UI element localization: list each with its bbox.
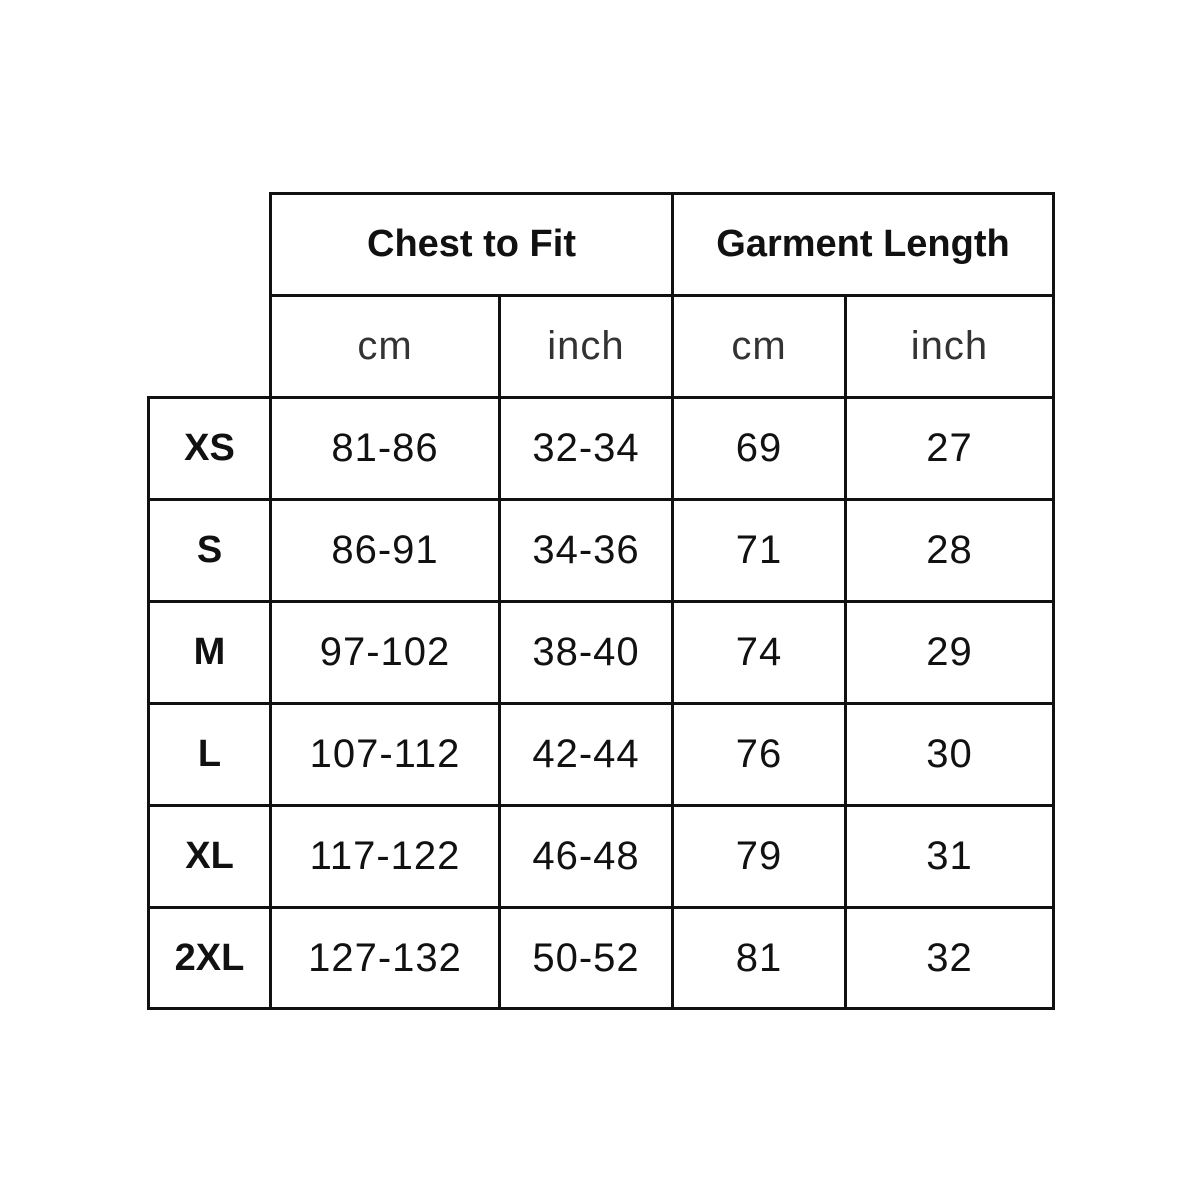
table-cell-text: 27 <box>926 426 973 470</box>
unit-header-text: cm <box>731 324 787 368</box>
table-cell-text: 34-36 <box>532 528 640 572</box>
table-cell-text: 29 <box>926 630 973 674</box>
size-label-text: 2XL <box>174 936 245 979</box>
table-cell: 74 <box>671 600 847 705</box>
table-cell-text: 86-91 <box>331 528 439 572</box>
table-cell: 34-36 <box>498 498 674 603</box>
size-label: 2XL <box>147 906 272 1010</box>
table-cell: 38-40 <box>498 600 674 705</box>
table-cell: 50-52 <box>498 906 674 1010</box>
size-label-text: XS <box>184 427 235 469</box>
table-cell-text: 97-102 <box>319 630 451 674</box>
size-label-text: S <box>196 529 223 571</box>
table-cell: 97-102 <box>269 600 501 705</box>
unit-header: inch <box>844 294 1055 399</box>
table-cell-text: 81 <box>735 935 783 980</box>
table-cell-text: 76 <box>735 732 783 776</box>
table-cell-text: 30 <box>926 732 973 776</box>
unit-header: cm <box>269 294 501 399</box>
table-cell: 81-86 <box>269 396 501 501</box>
table-cell-text: 79 <box>735 834 783 878</box>
size-label: L <box>147 702 272 807</box>
size-label-text: XL <box>185 835 234 877</box>
table-cell-text: 107-112 <box>309 732 461 776</box>
header-chest-to-fit: Chest to Fit <box>269 192 674 297</box>
header-garment-length: Garment Length <box>671 192 1055 297</box>
header-chest-to-fit-text: Chest to Fit <box>367 223 576 265</box>
table-cell: 86-91 <box>269 498 501 603</box>
table-cell-text: 28 <box>926 528 973 572</box>
table-cell-text: 42-44 <box>532 732 640 776</box>
table-cell: 31 <box>844 804 1055 909</box>
table-cell: 79 <box>671 804 847 909</box>
table-cell: 32-34 <box>498 396 674 501</box>
table-cell: 76 <box>671 702 847 807</box>
table-cell: 69 <box>671 396 847 501</box>
table-cell-text: 117-122 <box>309 834 461 878</box>
table-cell: 42-44 <box>498 702 674 807</box>
size-label: M <box>147 600 272 705</box>
table-cell: 127-132 <box>269 906 501 1010</box>
table-cell-text: 69 <box>735 426 783 470</box>
table-cell: 117-122 <box>269 804 501 909</box>
unit-header: inch <box>498 294 674 399</box>
size-label-text: M <box>193 631 226 673</box>
table-cell: 32 <box>844 906 1055 1010</box>
table-cell-text: 127-132 <box>308 935 462 980</box>
table-cell: 27 <box>844 396 1055 501</box>
unit-header-text: inch <box>547 324 625 368</box>
unit-header-text: cm <box>357 324 413 368</box>
table-cell: 71 <box>671 498 847 603</box>
table-cell: 107-112 <box>269 702 501 807</box>
table-cell: 30 <box>844 702 1055 807</box>
table-cell: 46-48 <box>498 804 674 909</box>
size-label: XS <box>147 396 272 501</box>
size-label: S <box>147 498 272 603</box>
header-garment-length-text: Garment Length <box>716 223 1010 265</box>
table-cell: 29 <box>844 600 1055 705</box>
size-label-text: L <box>197 733 222 775</box>
table-cell-text: 31 <box>926 834 973 878</box>
table-cell-text: 74 <box>735 630 783 674</box>
table-cell: 28 <box>844 498 1055 603</box>
table-cell-text: 32 <box>926 935 973 980</box>
table-cell-text: 46-48 <box>532 834 640 878</box>
table-cell-text: 38-40 <box>532 630 640 674</box>
table-cell-text: 81-86 <box>331 426 439 470</box>
size-label: XL <box>147 804 272 909</box>
unit-header-text: inch <box>910 324 989 368</box>
table-cell-text: 50-52 <box>532 935 640 980</box>
table-cell-text: 71 <box>735 528 783 572</box>
unit-header: cm <box>671 294 847 399</box>
table-cell-text: 32-34 <box>532 426 640 470</box>
table-cell: 81 <box>671 906 847 1010</box>
